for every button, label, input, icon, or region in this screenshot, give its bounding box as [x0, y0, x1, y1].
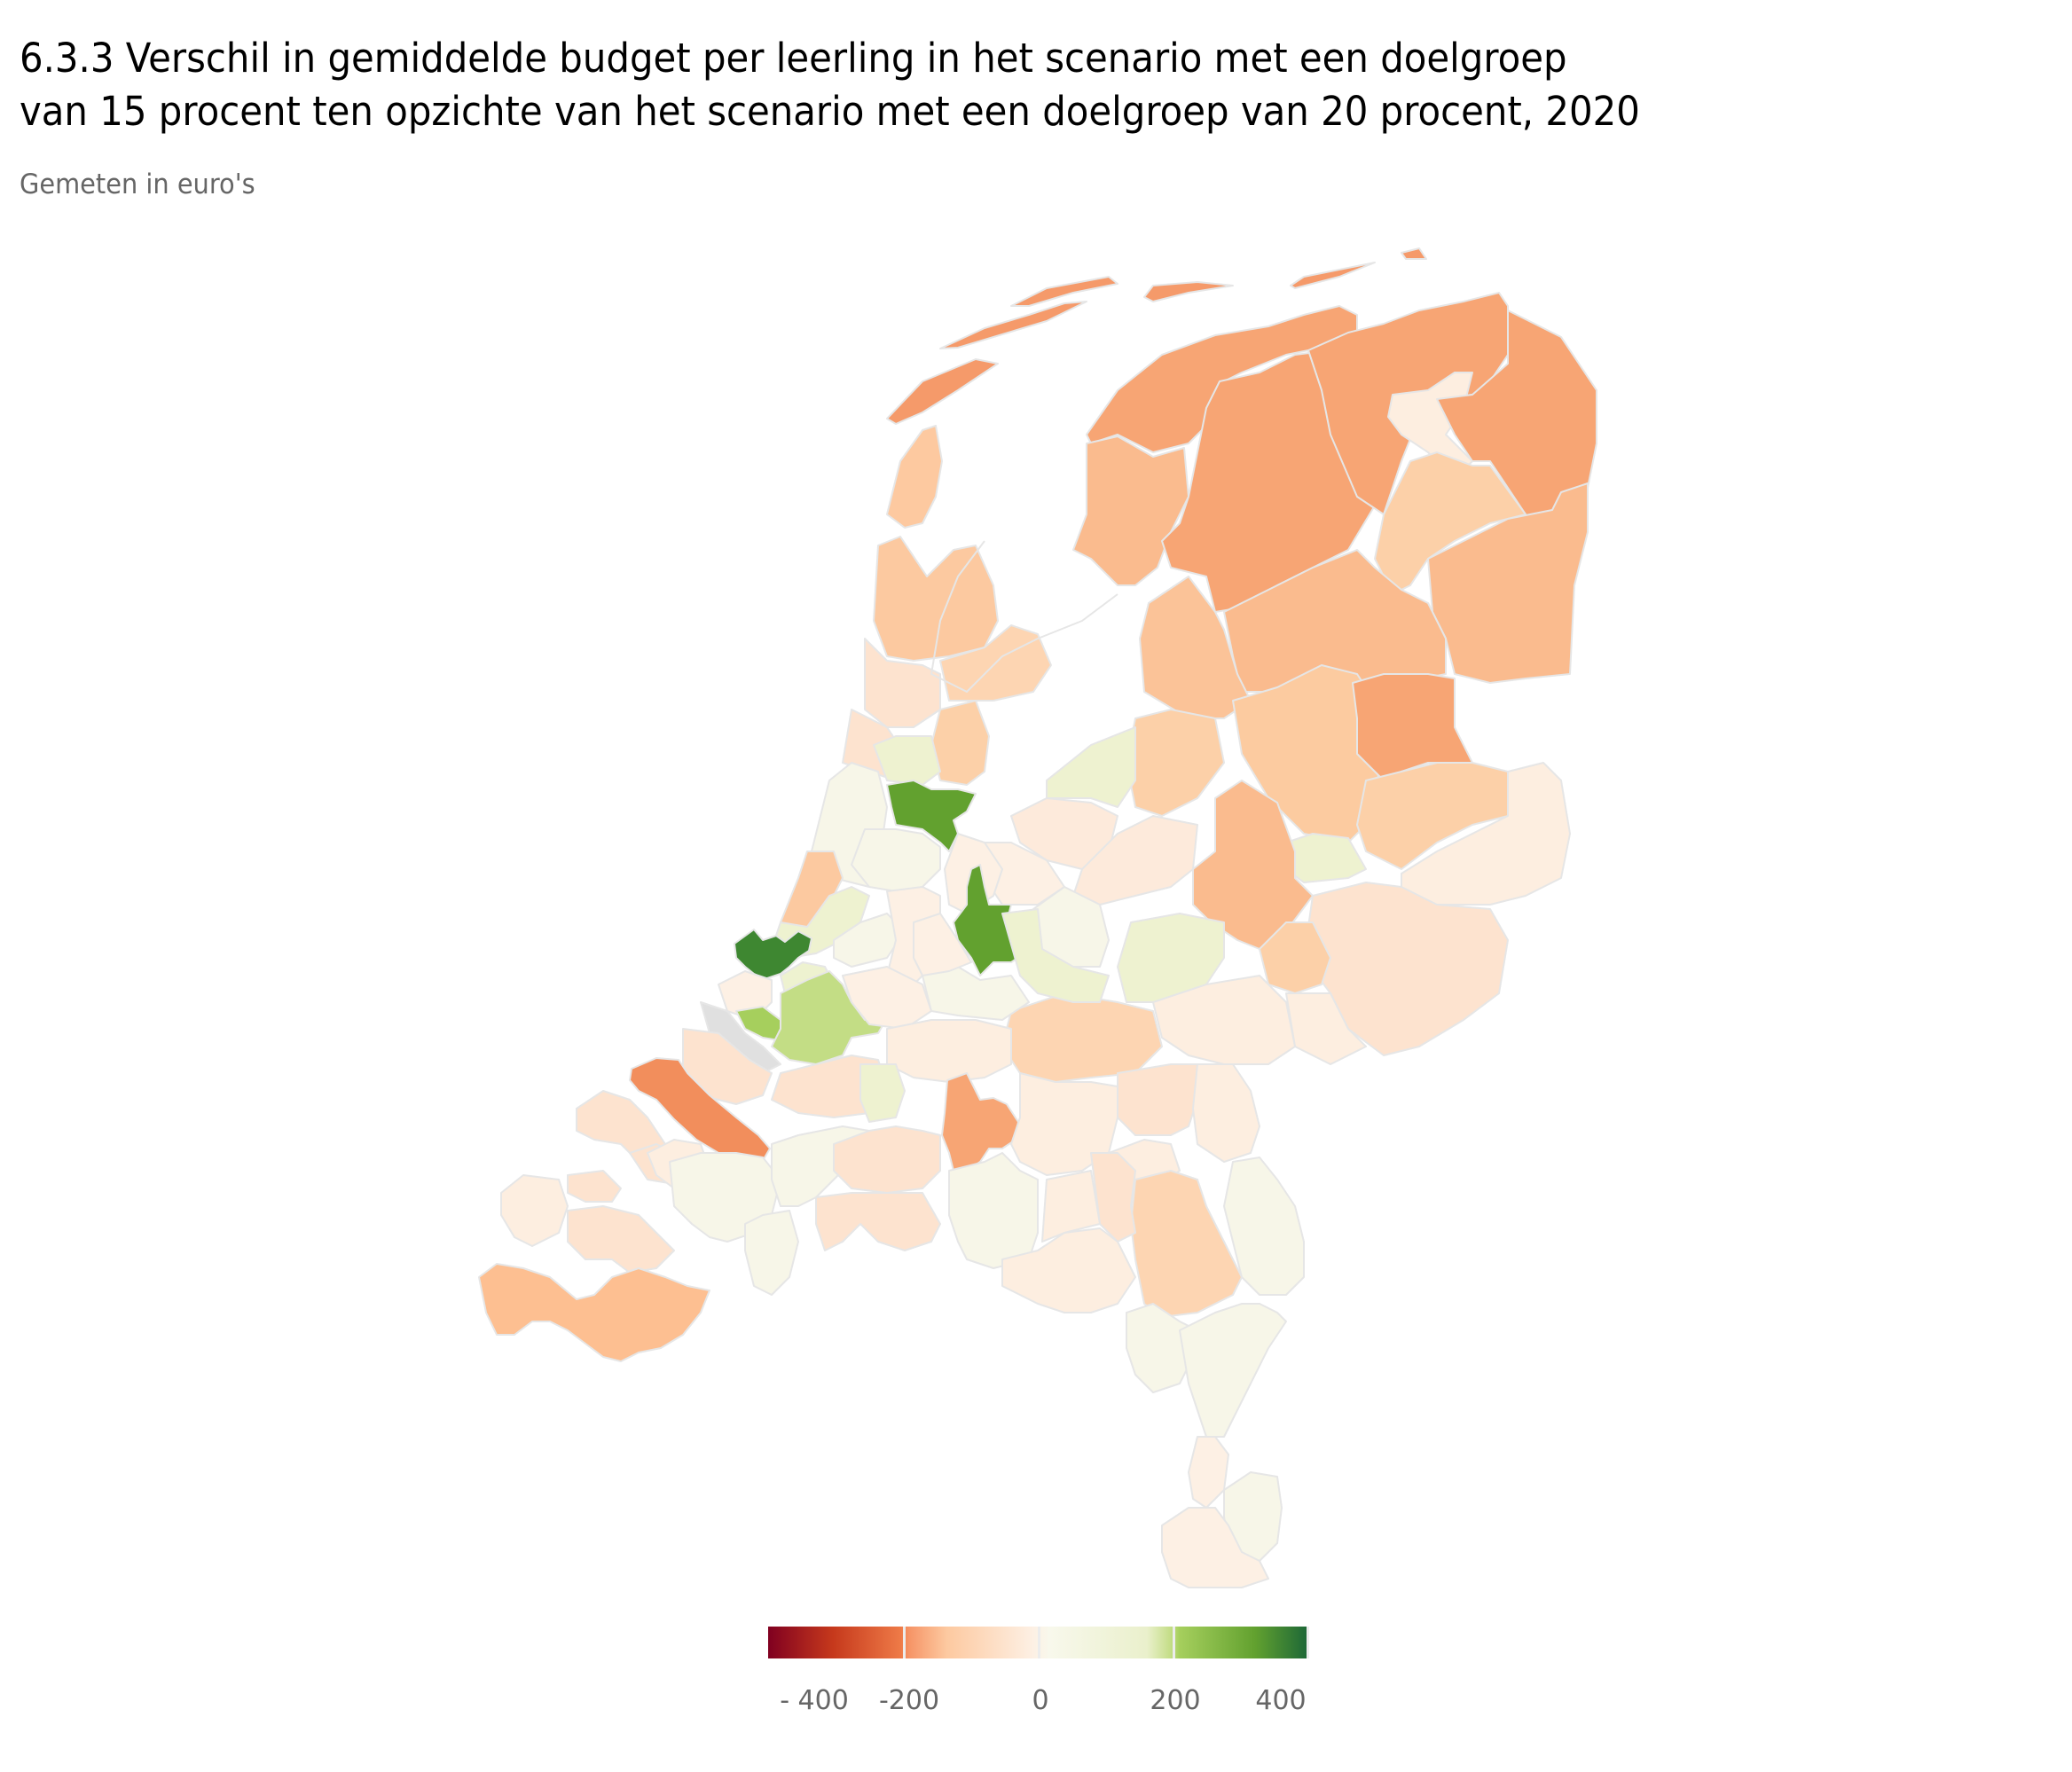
- region-lopikerwaard[interactable]: [922, 966, 1030, 1021]
- legend-tick-400: [1307, 1627, 1309, 1658]
- region-den-helder[interactable]: [873, 536, 999, 662]
- region-zaandam[interactable]: [873, 735, 941, 786]
- region-sittard[interactable]: [1188, 1436, 1229, 1509]
- legend-label-minus-400: - 400: [780, 1685, 849, 1716]
- region-flevoland-noord[interactable]: [1126, 709, 1225, 817]
- legend-label-200: 200: [1150, 1685, 1201, 1716]
- region-boxmeer[interactable]: [1130, 1170, 1243, 1318]
- region-nijmegen[interactable]: [1192, 1063, 1260, 1163]
- region-betuwe[interactable]: [1001, 992, 1163, 1083]
- region-helmond[interactable]: [1041, 1170, 1101, 1243]
- region-haarlemmermeer[interactable]: [851, 828, 941, 892]
- legend-label-400: 400: [1255, 1685, 1307, 1716]
- title-line-2: van 15 procent ten opzichte van het scen…: [20, 88, 1640, 135]
- region-maastricht[interactable]: [1161, 1507, 1269, 1588]
- region-walcheren[interactable]: [500, 1174, 569, 1247]
- legend-tick-0: [1038, 1627, 1040, 1658]
- legend-label-minus-200: -200: [878, 1685, 940, 1716]
- region-amsterdam[interactable]: [886, 780, 977, 852]
- region-tilburg-west[interactable]: [815, 1192, 941, 1251]
- region-woerden[interactable]: [913, 913, 972, 976]
- region-drenthe-oost[interactable]: [1427, 482, 1589, 684]
- region-arnhem[interactable]: [1152, 975, 1296, 1065]
- region-oosterhout[interactable]: [833, 1125, 941, 1194]
- region-rotterdam[interactable]: [771, 970, 888, 1065]
- region-baarle[interactable]: [744, 1210, 799, 1296]
- region-zeeuws-vlaanderen[interactable]: [478, 1263, 710, 1362]
- region-zuidwest-friesland[interactable]: [1072, 435, 1189, 586]
- region-eindhoven-noord[interactable]: [948, 1152, 1039, 1269]
- region-gorinchem[interactable]: [859, 1063, 906, 1123]
- region-utrechtse-heuvelrug[interactable]: [1001, 908, 1110, 1003]
- region-twente[interactable]: [1356, 762, 1509, 870]
- color-legend: [768, 1627, 1309, 1658]
- legend-label-0: 0: [1032, 1685, 1049, 1716]
- subtitle: Gemeten in euro's: [20, 169, 255, 200]
- region-flevoland-zuid[interactable]: [1046, 726, 1136, 808]
- region-roermond[interactable]: [1179, 1303, 1287, 1438]
- title-line-1: 6.3.3 Verschil in gemiddelde budget per …: [20, 35, 1567, 82]
- region-noord-beveland[interactable]: [567, 1170, 622, 1203]
- region-oost-overijssel[interactable]: [1401, 762, 1571, 906]
- region-den-haag[interactable]: [734, 929, 812, 980]
- region-maas-en-waal[interactable]: [1117, 1063, 1198, 1136]
- region-oss[interactable]: [1090, 1152, 1136, 1243]
- page-title: 6.3.3 Verschil in gemiddelde budget per …: [20, 32, 1876, 138]
- wadden-islands[interactable]: [886, 247, 1427, 425]
- region-tilburg[interactable]: [941, 1072, 1019, 1172]
- region-venray[interactable]: [1223, 1157, 1305, 1296]
- region-zutphen[interactable]: [1259, 921, 1331, 994]
- region-alblasserwaard[interactable]: [886, 1019, 1012, 1083]
- region-zuid-beveland[interactable]: [567, 1205, 675, 1274]
- legend-tick-200: [1173, 1627, 1175, 1658]
- region-deventer[interactable]: [1285, 833, 1367, 883]
- region-gouda[interactable]: [842, 966, 932, 1030]
- legend-tick-minus-200: [903, 1627, 906, 1658]
- region-texel[interactable]: [886, 425, 943, 529]
